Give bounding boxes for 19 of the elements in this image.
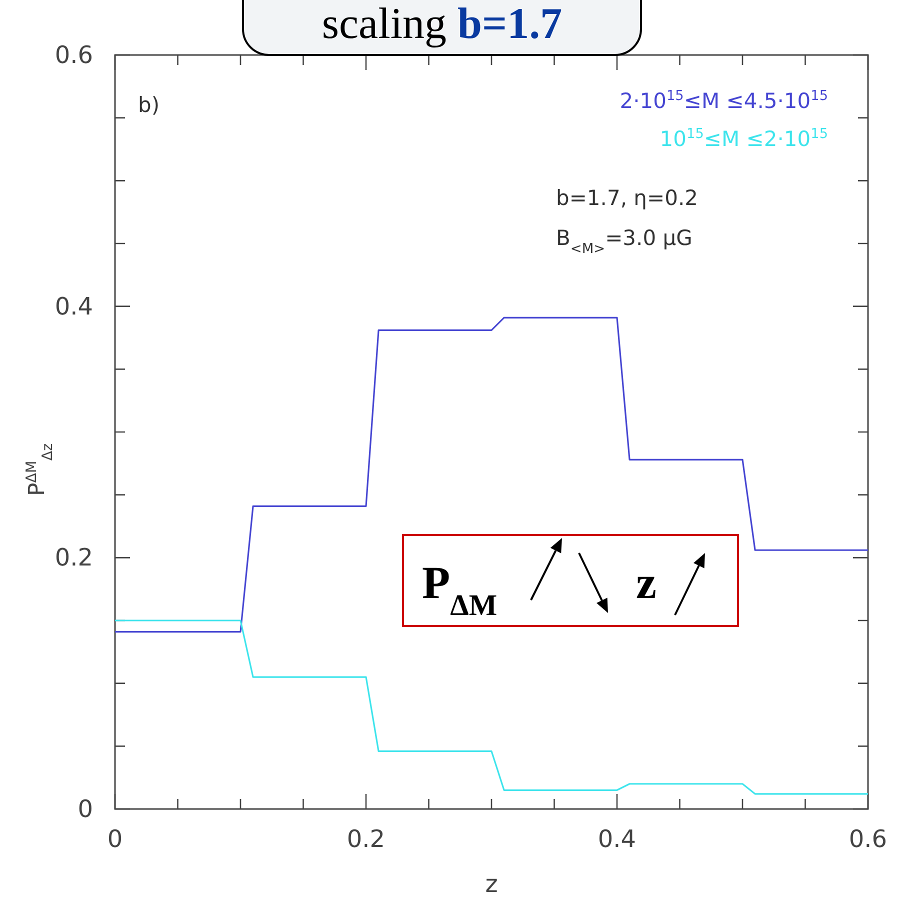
annotation: B$_{<M>}$=3.0 μG (556, 226, 692, 257)
y-tick-label: 0.6 (54, 41, 93, 69)
text: 10$^{15}$≤M ≤2·10$^{15}$ (660, 126, 828, 151)
text: 2·10$^{15}$≤M ≤4.5·10$^{15}$ (620, 88, 828, 113)
x-tick-label: 0.4 (598, 825, 636, 853)
y-tick-label: 0 (78, 795, 93, 823)
y-tick-label: 0.2 (54, 544, 93, 572)
line-series (114, 620, 869, 795)
y-tick-label: 0.4 (54, 292, 93, 320)
annotation: b) (138, 93, 160, 117)
x-axis-title: z (485, 870, 498, 898)
annotation: b=1.7, η=0.2 (556, 186, 698, 210)
line-series (114, 316, 869, 633)
annotation: z (636, 557, 656, 608)
x-tick-label: 0.2 (346, 825, 386, 853)
chart-title: scaling b=1.7 (322, 0, 562, 48)
x-tick-label: 0 (107, 825, 123, 853)
annotation: P$_{ΔM}$ (422, 557, 498, 622)
x-tick-label: 0.6 (848, 825, 888, 853)
